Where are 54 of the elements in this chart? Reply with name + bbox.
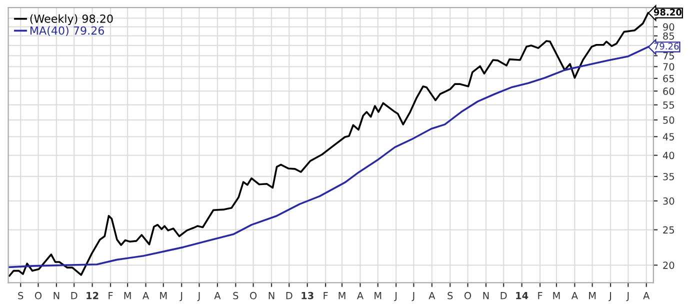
x-tick-label: A [214, 292, 221, 300]
legend-label: MA(40) 79.26 [30, 26, 104, 36]
x-tick-label: 12 [86, 292, 98, 300]
x-tick-label: S [448, 292, 453, 300]
x-tick-label: F [324, 292, 328, 300]
x-tick-label: N [268, 292, 274, 300]
y-tick-label: 25 [663, 226, 674, 234]
y-tick-label: 35 [663, 172, 674, 180]
x-tick-label: J [626, 292, 629, 302]
x-tick-label: M [160, 292, 167, 300]
x-tick-label: 14 [516, 292, 528, 300]
y-tick-label: 65 [663, 74, 674, 82]
x-tick-label: A [428, 292, 436, 300]
x-tick-label: A [643, 292, 650, 300]
x-tick-label: O [34, 292, 42, 300]
x-tick-label: F [538, 292, 542, 300]
x-tick-label: A [142, 292, 150, 300]
x-tick-label: A [356, 292, 364, 300]
x-tick-label: N [483, 292, 489, 300]
x-tick-label: J [608, 292, 612, 302]
x-tick-label: D [500, 292, 507, 300]
x-tick-label: A [571, 292, 578, 300]
y-tick-label: 70 [663, 63, 674, 70]
x-tick-label: M [553, 292, 560, 300]
x-tick-label: M [589, 292, 596, 300]
y-tick-label: 20 [663, 262, 674, 269]
legend-label: (Weekly) 98.20 [30, 14, 113, 26]
x-tick-label: S [233, 292, 238, 300]
y-tick-label: 55 [663, 101, 674, 109]
x-tick-label: D [71, 292, 78, 300]
x-tick-label: O [250, 292, 257, 300]
x-tick-label: S [18, 292, 24, 300]
y-tick-label: 60 [663, 88, 674, 95]
x-tick-label: J [394, 292, 397, 302]
annotation: 79.26 [654, 42, 679, 50]
y-tick-label: 30 [663, 197, 674, 205]
x-tick-label: M [338, 292, 346, 300]
x-tick-label: N [54, 292, 60, 300]
x-tick-label: J [180, 292, 182, 302]
x-tick-label: D [286, 292, 292, 300]
y-tick-label: 45 [662, 133, 674, 140]
y-tick-label: 40 [662, 152, 674, 160]
x-tick-label: M [374, 292, 382, 300]
annotation: 98.20 [654, 8, 682, 16]
y-tick-label: 50 [663, 116, 674, 124]
x-tick-label: F [108, 292, 113, 300]
y-tick-label: 75 [663, 52, 674, 60]
x-tick-label: J [197, 292, 200, 302]
x-tick-label: M [124, 292, 131, 300]
y-tick-label: 90 [663, 23, 674, 31]
y-tick-label: 85 [663, 32, 674, 40]
x-tick-label: 13 [302, 292, 314, 300]
x-tick-label: J [412, 292, 414, 302]
x-tick-label: O [464, 292, 472, 300]
